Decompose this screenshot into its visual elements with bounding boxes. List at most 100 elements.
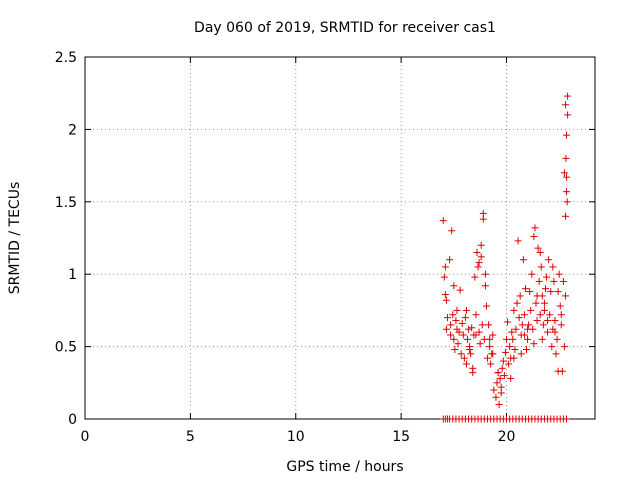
data-point (524, 325, 532, 333)
data-point (439, 217, 447, 225)
data-point (552, 350, 560, 358)
data-point (547, 288, 555, 296)
data-point (533, 292, 541, 300)
data-point (484, 354, 492, 362)
data-point (564, 92, 572, 100)
data-point (541, 285, 549, 293)
data-point (546, 311, 554, 319)
data-point (457, 350, 465, 358)
data-point (482, 302, 490, 310)
data-point (557, 321, 565, 329)
data-point (536, 248, 544, 256)
data-point (514, 237, 522, 245)
data-point (474, 263, 482, 271)
data-point (560, 343, 568, 351)
y-tick-label: 0.5 (55, 340, 77, 356)
data-point (486, 343, 494, 351)
data-point (466, 345, 474, 353)
data-point (539, 321, 547, 329)
data-point (450, 282, 458, 290)
chart-title: Day 060 of 2019, SRMTID for receiver cas… (194, 20, 496, 36)
data-point (472, 331, 480, 339)
data-point (447, 321, 455, 329)
data-point (454, 340, 462, 348)
data-point (530, 233, 538, 241)
data-point (521, 285, 529, 293)
y-axis-label: SRMTID / TECUs (7, 182, 23, 295)
data-point (442, 325, 450, 333)
data-point (492, 393, 500, 401)
data-point (525, 321, 533, 329)
data-point (511, 345, 519, 353)
data-point (505, 360, 513, 368)
data-point (481, 282, 489, 290)
x-tick-label: 15 (392, 429, 410, 445)
data-point (469, 364, 477, 372)
data-point (534, 244, 542, 252)
y-tick-label: 0 (68, 412, 77, 428)
data-point (528, 270, 536, 278)
data-point (555, 270, 563, 278)
data-point (460, 354, 468, 362)
data-point (554, 288, 562, 296)
data-point (524, 335, 532, 343)
data-point (472, 311, 480, 319)
data-point (543, 273, 551, 281)
data-point (562, 154, 570, 162)
x-tick-label: 10 (287, 429, 305, 445)
data-point (544, 328, 552, 336)
data-point (507, 374, 515, 382)
data-point (473, 248, 481, 256)
data-point (560, 169, 568, 177)
data-point (475, 328, 483, 336)
data-point (559, 277, 567, 285)
data-point (452, 317, 460, 325)
data-point (506, 343, 514, 351)
data-point (498, 364, 506, 372)
data-point (477, 241, 485, 249)
data-point (502, 335, 510, 343)
data-point (490, 386, 498, 394)
data-point (485, 321, 493, 329)
data-point (561, 101, 569, 109)
axis-ticks: 0 0.5 1 1.5 2 2.5 0 5 10 15 20 (55, 50, 595, 445)
x-axis-label: GPS time / hours (286, 459, 403, 475)
data-point (462, 306, 470, 314)
data-point (557, 311, 565, 319)
data-point (476, 340, 484, 348)
data-point (563, 198, 571, 206)
data-point (519, 256, 527, 264)
data-point (494, 369, 502, 377)
data-point (467, 350, 475, 358)
data-point (453, 325, 461, 333)
x-tick-label: 5 (186, 429, 195, 445)
x-tick-label: 20 (498, 429, 516, 445)
data-point (486, 335, 494, 343)
data-point (441, 290, 449, 298)
data-point (549, 263, 557, 271)
data-point (551, 328, 559, 336)
data-point (512, 325, 520, 333)
data-point (475, 259, 483, 267)
data-point (487, 360, 495, 368)
data-point (523, 345, 531, 353)
data-point (449, 311, 457, 319)
data-point (551, 317, 559, 325)
y-tick-label: 1 (68, 267, 77, 283)
data-point (456, 286, 464, 294)
data-point (504, 318, 512, 326)
data-point (540, 306, 548, 314)
data-point (548, 343, 556, 351)
data-point (495, 401, 503, 409)
data-point (518, 321, 526, 329)
data-point (442, 296, 450, 304)
data-point (509, 335, 517, 343)
data-point (532, 299, 540, 307)
data-point (563, 415, 571, 423)
data-point (479, 215, 487, 223)
data-point (453, 306, 461, 314)
data-point (464, 335, 471, 343)
data-point (499, 357, 507, 365)
data-point (516, 292, 524, 300)
